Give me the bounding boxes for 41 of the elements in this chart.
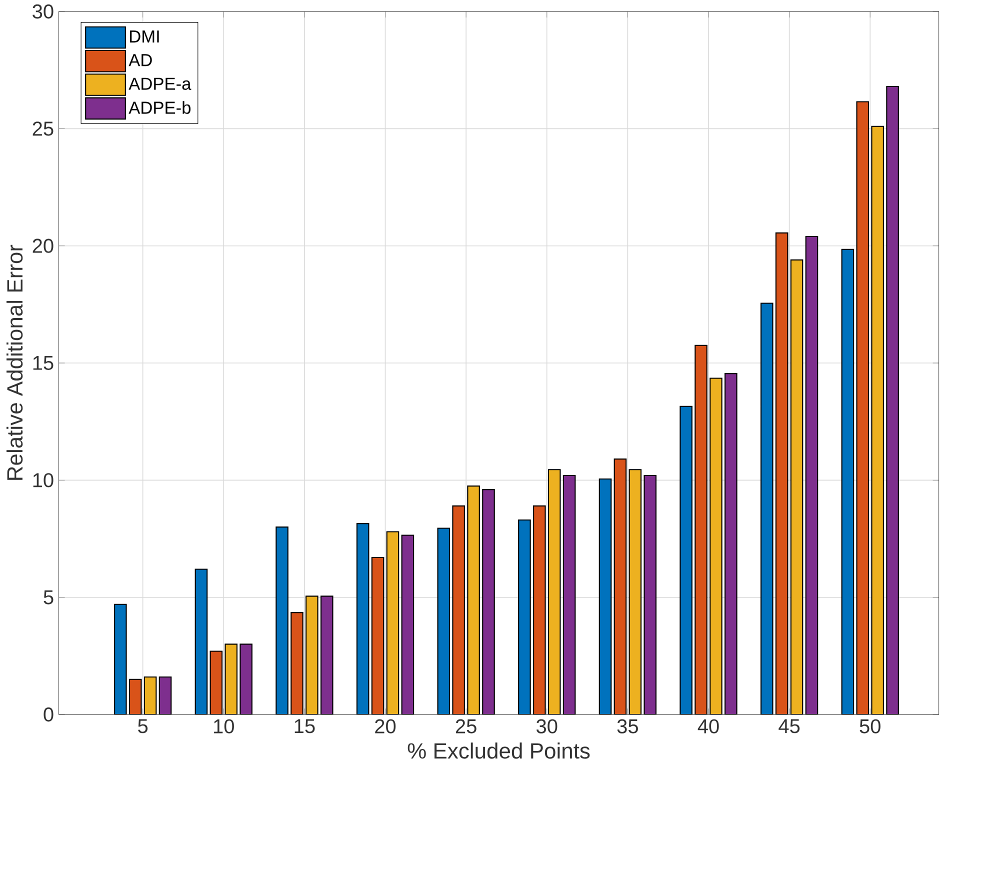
- x-tick-label: 45: [778, 719, 800, 733]
- bar: [276, 526, 288, 714]
- x-tick-label: 30: [536, 719, 558, 734]
- bar: [694, 344, 708, 714]
- bar: [306, 595, 318, 714]
- x-tick-label: 50: [860, 719, 880, 734]
- bar: [680, 406, 692, 714]
- y-tick-label: 30: [32, 4, 54, 18]
- bar: [386, 530, 400, 714]
- y-tick-label: 5: [44, 590, 54, 604]
- y-tick-label: 0: [44, 707, 54, 722]
- x-tick-label: 40: [698, 719, 719, 734]
- legend-label: ADPE-b: [128, 100, 190, 114]
- y-tick-label: 15: [33, 356, 54, 370]
- y-axis-title: Relative Additional Error: [6, 244, 23, 480]
- bar: [224, 643, 238, 714]
- bar: [240, 643, 252, 714]
- y-tick-label: 10: [33, 472, 54, 488]
- legend-label: DMI: [130, 30, 159, 42]
- x-axis-title: % Excluded Points: [408, 742, 590, 758]
- bar: [482, 488, 495, 714]
- x-tick-label: 10: [214, 719, 234, 734]
- bar: [548, 468, 561, 714]
- bar: [290, 612, 304, 714]
- bar: [871, 126, 884, 714]
- x-tick-label: 5: [138, 719, 148, 733]
- bar: [467, 485, 480, 714]
- x-tick-label: 20: [375, 719, 396, 734]
- x-tick-label: 35: [617, 719, 638, 734]
- x-tick-label: 25: [456, 719, 476, 734]
- legend-label: ADPE-a: [128, 78, 192, 90]
- bar: [144, 676, 157, 714]
- bar: [886, 86, 899, 714]
- bar: [790, 259, 804, 714]
- bar: [518, 519, 531, 714]
- bar: [710, 377, 722, 714]
- legend-label: AD: [128, 54, 152, 66]
- y-tick-label: 25: [32, 121, 54, 136]
- bar: [628, 468, 642, 714]
- x-tick-label: 15: [294, 719, 315, 733]
- y-tick-label: 20: [32, 238, 54, 253]
